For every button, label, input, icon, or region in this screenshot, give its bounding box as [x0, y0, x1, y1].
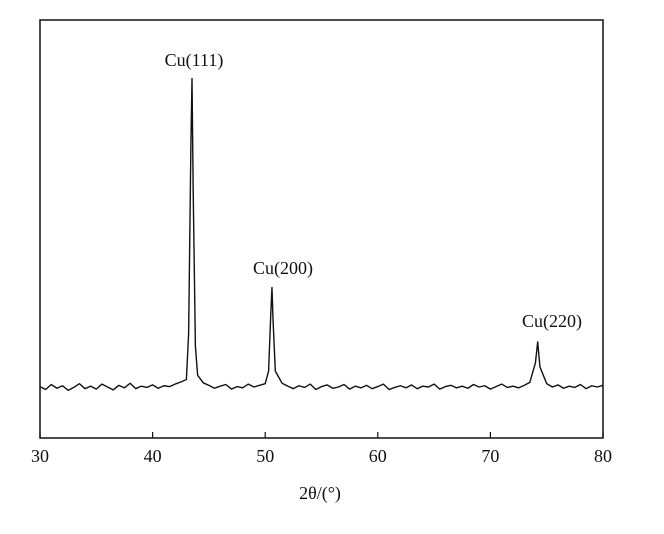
x-tick-label: 50 [256, 446, 274, 466]
x-tick-label: 30 [31, 446, 49, 466]
x-tick-label: 40 [144, 446, 162, 466]
peak-label: Cu(111) [165, 50, 224, 71]
x-tick-label: 70 [481, 446, 499, 466]
xrd-line [39, 77, 604, 392]
x-axis-label: 2θ/(°) [299, 483, 341, 504]
peak-label: Cu(200) [253, 258, 313, 279]
plot-frame [39, 19, 604, 439]
peak-label: Cu(220) [522, 311, 582, 332]
x-tick-label: 60 [369, 446, 387, 466]
x-tick-label: 80 [594, 446, 612, 466]
